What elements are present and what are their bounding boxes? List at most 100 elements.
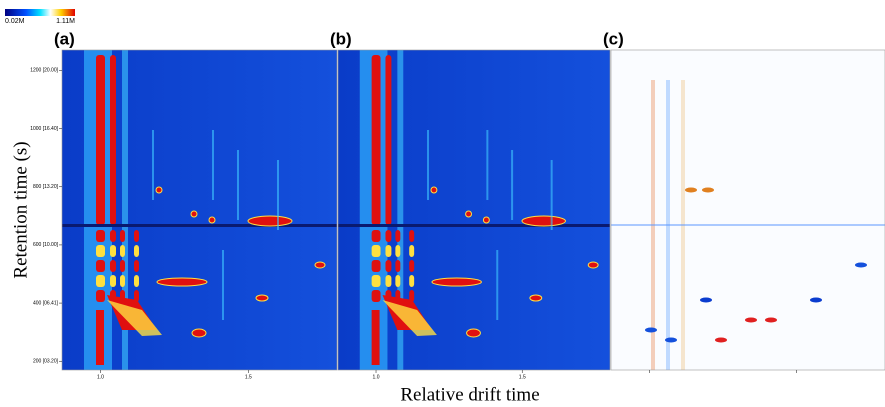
panel-label: (c)	[603, 29, 624, 48]
peak	[156, 277, 208, 287]
peak	[190, 210, 198, 218]
panel: (c)	[603, 29, 885, 373]
diff-spot	[702, 187, 714, 193]
streak	[550, 160, 553, 230]
peak-segment	[371, 275, 381, 287]
peak-segment	[134, 230, 139, 242]
peak-band	[371, 55, 381, 225]
diff-spot	[810, 297, 822, 303]
panel: (a) 200 [03.20] 400 [06.41] 600 [10.00] 800 …	[30, 29, 338, 380]
panel-label: (a)	[54, 29, 75, 48]
peak-segment	[134, 245, 139, 257]
panel: (b) 1.0 1.5	[330, 29, 611, 380]
peak-segment	[134, 275, 139, 287]
diff-spot	[700, 297, 712, 303]
y-tick-label: 1200 [20.00]	[30, 68, 58, 74]
streak	[222, 250, 224, 320]
peak-segment	[371, 245, 381, 257]
x-tick-label: 1.5	[245, 374, 252, 380]
streak	[237, 150, 239, 220]
x-tick-label: 1.5	[519, 374, 526, 380]
peak-segment	[385, 230, 392, 242]
peak-segment	[371, 230, 381, 242]
streak	[511, 150, 514, 220]
peak-segment	[110, 260, 116, 272]
peak-segment	[110, 230, 116, 242]
peak	[314, 261, 326, 269]
diff-line	[611, 224, 885, 226]
peak-segment	[395, 260, 401, 272]
peak-band	[371, 310, 380, 365]
peak-segment	[395, 275, 401, 287]
peak	[466, 328, 481, 338]
streak	[486, 130, 489, 200]
x-axis-title: Relative drift time	[400, 384, 539, 405]
panel-frame	[337, 49, 611, 371]
peak-segment	[96, 290, 105, 302]
peak-segment	[134, 290, 139, 302]
peak	[431, 277, 482, 287]
peak-segment	[371, 290, 381, 302]
peak	[482, 216, 490, 224]
y-tick-label: 1000 [16.40]	[30, 126, 58, 132]
x-tick-label: 1.0	[97, 374, 104, 380]
streak	[496, 250, 499, 320]
diff-spot	[855, 262, 867, 268]
peak	[430, 186, 438, 194]
peak	[155, 186, 163, 194]
peak	[587, 261, 599, 269]
peak-segment	[385, 245, 392, 257]
peak-segment	[96, 245, 105, 257]
dark-line	[338, 224, 610, 227]
peak	[107, 300, 162, 336]
peak-segment	[409, 230, 415, 242]
peak	[521, 215, 566, 227]
streak	[152, 130, 154, 200]
panel-frame	[61, 49, 338, 371]
peak-segment	[395, 245, 401, 257]
peak-band	[96, 310, 104, 365]
peak-band	[385, 55, 392, 225]
peak	[208, 216, 216, 224]
peak-segment	[385, 260, 392, 272]
x-tick-label: 1.0	[373, 374, 380, 380]
diff-spot	[685, 187, 697, 193]
diff-spot	[765, 317, 777, 323]
panel-label: (b)	[330, 29, 352, 48]
peak-segment	[409, 245, 415, 257]
peak	[465, 210, 473, 218]
colorbar-max: 1.11M	[56, 18, 75, 25]
peak-segment	[120, 275, 125, 287]
peak-segment	[120, 260, 125, 272]
dark-line	[62, 224, 337, 227]
streak	[427, 130, 430, 200]
peak-segment	[96, 275, 105, 287]
peak	[255, 294, 269, 302]
streak	[212, 130, 214, 200]
panel-frame	[610, 49, 885, 371]
peak-segment	[385, 275, 392, 287]
streak	[277, 160, 279, 230]
peak-segment	[395, 230, 401, 242]
peak	[247, 215, 293, 227]
peak	[191, 328, 207, 338]
diff-spot	[745, 317, 757, 323]
y-axis-title: Retention time (s)	[10, 141, 31, 278]
colorbar-min: 0.02M	[5, 18, 25, 25]
peak-band	[110, 55, 116, 225]
diff-spot	[715, 337, 727, 343]
peak-segment	[120, 230, 125, 242]
peak-segment	[409, 275, 415, 287]
peak-segment	[110, 245, 116, 257]
peak	[382, 300, 437, 336]
peak-segment	[96, 230, 105, 242]
diff-spot	[645, 327, 657, 333]
peak-segment	[134, 260, 139, 272]
peak-segment	[409, 290, 415, 302]
y-tick-label: 600 [10.00]	[33, 242, 59, 248]
y-tick-label: 800 [13.20]	[33, 184, 59, 190]
peak-segment	[409, 260, 415, 272]
diff-spot	[665, 337, 677, 343]
